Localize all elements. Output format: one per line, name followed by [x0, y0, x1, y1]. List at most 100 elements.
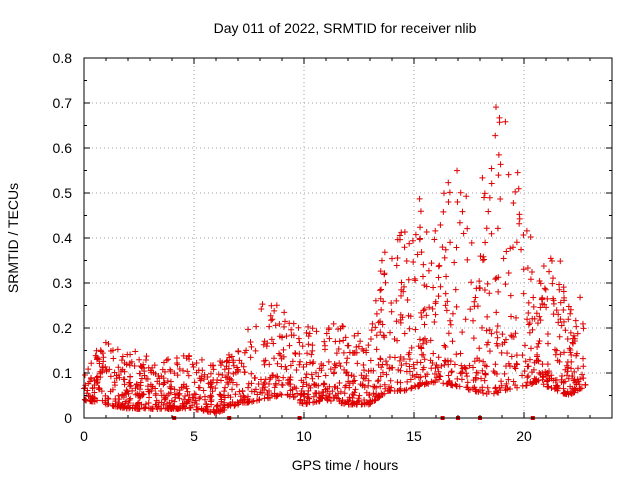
data-point [280, 346, 287, 353]
data-point [224, 357, 231, 364]
data-point [522, 342, 529, 349]
data-point [471, 358, 478, 365]
data-point [486, 348, 493, 355]
data-point [321, 381, 328, 388]
data-point [479, 174, 486, 181]
data-point [113, 372, 120, 379]
data-point [111, 382, 118, 389]
data-point [337, 363, 344, 370]
data-point [442, 246, 449, 253]
grid [84, 58, 612, 418]
data-point [367, 335, 374, 342]
data-point [100, 358, 107, 365]
data-point [357, 338, 364, 345]
data-point [482, 371, 489, 378]
data-point [93, 354, 100, 361]
data-point [352, 386, 359, 393]
data-point [374, 393, 381, 400]
data-point [361, 384, 368, 391]
data-point [287, 362, 294, 369]
data-point [417, 224, 424, 231]
data-point [406, 349, 413, 356]
data-point [268, 392, 275, 399]
data-point [519, 372, 526, 379]
data-point [462, 365, 469, 372]
data-point [127, 382, 134, 389]
data-point [271, 384, 278, 391]
data-point [449, 310, 456, 317]
data-point [486, 290, 493, 297]
data-point [542, 368, 549, 375]
data-point [494, 334, 501, 341]
data-point [212, 385, 219, 392]
data-point [325, 326, 332, 333]
data-point [462, 316, 469, 323]
data-point [467, 306, 474, 313]
data-point [499, 331, 506, 338]
data-point [530, 303, 537, 310]
data-point [207, 392, 214, 399]
data-point [212, 408, 219, 415]
data-point [286, 342, 293, 349]
data-point [233, 381, 240, 388]
data-point [451, 259, 458, 266]
data-point [432, 311, 439, 318]
data-point [417, 235, 424, 242]
data-point [504, 386, 511, 393]
data-point [488, 230, 495, 237]
data-point [516, 215, 523, 222]
data-point [378, 364, 385, 371]
data-point [422, 380, 429, 387]
data-point [571, 368, 578, 375]
data-point [508, 313, 515, 320]
data-point [420, 364, 427, 371]
data-point [420, 261, 427, 268]
data-point [417, 359, 424, 366]
data-point [397, 311, 404, 318]
data-point [451, 361, 458, 368]
data-point [407, 376, 414, 383]
data-point [115, 364, 122, 371]
data-point [333, 362, 340, 369]
data-point [379, 321, 386, 328]
data-point [464, 379, 471, 386]
data-point [481, 377, 488, 384]
data-point [428, 365, 435, 372]
data-point [442, 344, 449, 351]
data-point [563, 372, 570, 379]
data-point [176, 405, 183, 412]
data-point [102, 363, 109, 370]
data-point [423, 339, 430, 346]
data-point [400, 283, 407, 290]
data-point [295, 335, 302, 342]
data-point [102, 339, 109, 346]
data-point [505, 171, 512, 178]
data-point [540, 263, 547, 270]
data-point [480, 253, 487, 260]
data-point [167, 378, 174, 385]
data-point [379, 361, 386, 368]
data-point [543, 378, 550, 385]
data-point [497, 161, 504, 168]
data-point [457, 189, 464, 196]
data-point [93, 376, 100, 383]
data-point [425, 267, 432, 274]
data-point [379, 369, 386, 376]
data-point [94, 355, 101, 362]
data-point [152, 390, 159, 397]
data-point [421, 335, 428, 342]
data-point [302, 374, 309, 381]
data-point [275, 377, 282, 384]
data-point [573, 352, 580, 359]
data-point [127, 351, 134, 358]
data-point [493, 370, 500, 377]
data-point [335, 395, 342, 402]
data-point [88, 360, 95, 367]
y-axis-label: SRMTID / TECUs [5, 183, 21, 293]
data-point [431, 236, 438, 243]
data-point [186, 391, 193, 398]
data-point [539, 300, 546, 307]
data-point [411, 365, 418, 372]
data-point [126, 405, 133, 412]
data-point [553, 376, 560, 383]
